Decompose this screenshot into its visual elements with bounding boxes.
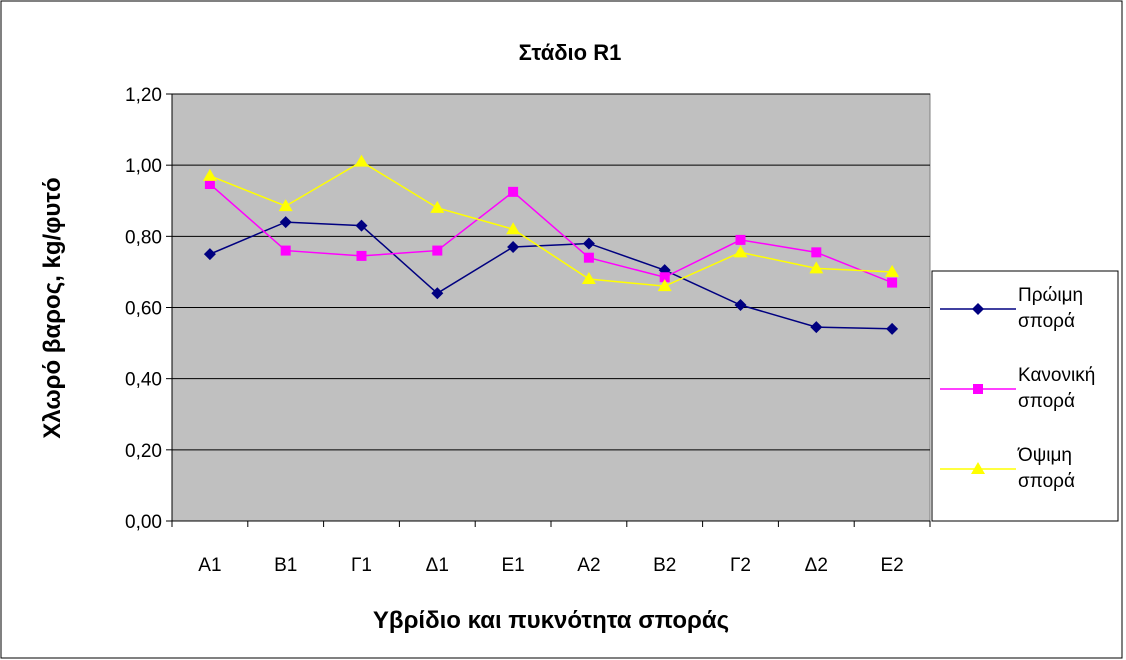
- point: [887, 277, 898, 288]
- point: [811, 247, 822, 258]
- point: [432, 245, 443, 256]
- legend-label: Κανονική σπορά: [1018, 365, 1096, 412]
- x-tick-label: Δ2: [805, 555, 828, 576]
- point: [354, 154, 369, 167]
- point: [734, 299, 747, 312]
- point: [279, 216, 292, 229]
- point: [810, 321, 823, 334]
- point: [733, 245, 748, 258]
- y-tick-label: 0,20: [125, 441, 162, 462]
- point: [204, 179, 215, 190]
- point: [886, 322, 899, 335]
- legend-label: Όψιμη σπορά: [1018, 445, 1075, 492]
- point: [581, 272, 596, 285]
- point: [280, 245, 291, 256]
- point: [508, 186, 519, 197]
- legend-label: Πρώιμη σπορά: [1018, 285, 1084, 332]
- chart-title: Στάδιο R1: [519, 40, 622, 65]
- x-tick-label: Ε1: [501, 555, 524, 576]
- x-tick-label: Γ1: [351, 555, 372, 576]
- point: [583, 252, 594, 263]
- x-tick-label: Β1: [274, 555, 297, 576]
- series-line: [209, 221, 893, 330]
- x-axis-label: Υβρίδιο και πυκνότητα σποράς: [373, 607, 729, 634]
- x-tick-label: Δ1: [426, 555, 449, 576]
- point: [809, 261, 824, 274]
- legend-marker: [971, 462, 985, 474]
- y-tick-label: 0,40: [125, 370, 162, 391]
- point: [885, 264, 900, 277]
- y-axis-label: Χλωρό βαρος, kg/φυτό: [39, 177, 66, 438]
- point: [507, 241, 520, 254]
- legend-box: [931, 270, 1119, 522]
- x-tick-label: Γ2: [730, 555, 751, 576]
- y-tick-label: 1,00: [125, 156, 162, 177]
- point: [356, 250, 367, 261]
- point: [430, 200, 445, 213]
- point: [431, 287, 444, 300]
- y-tick-label: 0,80: [125, 227, 162, 248]
- series-line: [209, 183, 893, 284]
- legend-marker: [973, 384, 983, 394]
- point: [659, 272, 670, 283]
- point: [278, 199, 293, 212]
- point: [203, 248, 216, 261]
- point: [582, 237, 595, 250]
- y-tick-label: 1,20: [125, 85, 162, 106]
- y-tick-label: 0,00: [125, 512, 162, 533]
- y-tick-label: 0,60: [125, 299, 162, 320]
- series-line: [209, 160, 893, 287]
- x-tick-label: Ε2: [880, 555, 903, 576]
- x-tick-label: Β2: [653, 555, 676, 576]
- point: [355, 219, 368, 232]
- point: [202, 168, 217, 181]
- legend-marker: [972, 303, 984, 315]
- x-tick-label: Α1: [198, 555, 221, 576]
- point: [657, 279, 672, 292]
- x-tick-label: Α2: [577, 555, 600, 576]
- point: [506, 222, 521, 235]
- point: [735, 234, 746, 245]
